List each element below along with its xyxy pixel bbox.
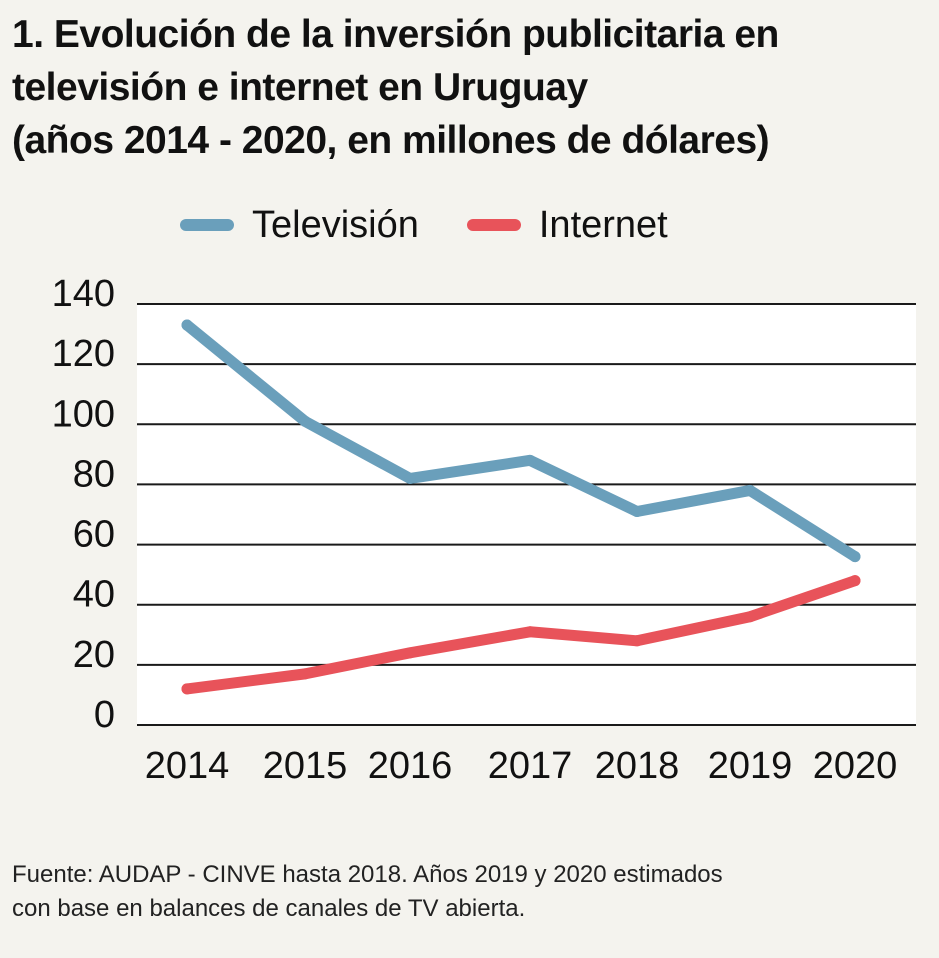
y-tick-label-0: 0 (94, 694, 115, 736)
chart-title-line-2: televisión e internet en Uruguay (12, 66, 588, 109)
y-tick-label-40: 40 (73, 574, 115, 616)
data-point-television-2019 (744, 484, 756, 496)
y-tick-label-60: 60 (73, 514, 115, 556)
chart-title-line-3: (años 2014 - 2020, en millones de dólare… (12, 119, 770, 162)
y-tick-label-140: 140 (52, 273, 115, 315)
legend-item-television: Televisión (180, 204, 419, 247)
legend-swatch-television (180, 219, 234, 231)
data-point-internet-2020 (849, 575, 861, 587)
legend-label-internet: Internet (538, 203, 668, 246)
x-tick-label-2014: 2014 (145, 745, 230, 787)
y-tick-label-20: 20 (73, 634, 115, 676)
data-point-internet-2016 (404, 647, 416, 659)
line-chart: 0 20 40 60 80 100 120 140 2014 2015 2016 2017 2018 20… (52, 273, 916, 787)
x-tick-label-2017: 2017 (488, 745, 573, 787)
data-point-television-2020 (849, 551, 861, 563)
data-point-internet-2015 (299, 668, 311, 680)
y-tick-label-80: 80 (73, 453, 115, 495)
source-note-line-1: Fuente: AUDAP - CINVE hasta 2018. Años 2… (12, 861, 723, 888)
data-point-internet-2014 (181, 683, 193, 695)
data-point-internet-2019 (744, 611, 756, 623)
x-tick-label-2015: 2015 (263, 745, 348, 787)
source-note: Fuente: AUDAP - CINVE hasta 2018. Años 2… (12, 858, 912, 926)
chart-title: 1. Evolución de la inversión publicitari… (12, 8, 927, 167)
chart-legend: Televisión Internet (180, 200, 716, 250)
x-tick-label-2018: 2018 (595, 745, 680, 787)
x-tick-label-2016: 2016 (368, 745, 453, 787)
y-tick-label-100: 100 (52, 393, 115, 435)
legend-swatch-internet (466, 219, 521, 231)
x-tick-label-2019: 2019 (708, 745, 793, 787)
x-tick-label-2020: 2020 (813, 745, 898, 787)
data-point-television-2016 (404, 472, 416, 484)
data-point-internet-2018 (631, 635, 643, 647)
plot-area (137, 304, 916, 725)
data-point-television-2015 (299, 415, 311, 427)
source-note-line-2: con base en balances de canales de TV ab… (12, 895, 526, 922)
data-point-television-2018 (631, 505, 643, 517)
data-point-television-2017 (524, 454, 536, 466)
chart-title-line-1: 1. Evolución de la inversión publicitari… (12, 13, 779, 56)
y-tick-label-120: 120 (52, 333, 115, 375)
legend-item-internet: Internet (466, 203, 668, 247)
data-point-internet-2017 (524, 626, 536, 638)
legend-label-television: Televisión (252, 203, 419, 246)
data-point-television-2014 (181, 319, 193, 331)
